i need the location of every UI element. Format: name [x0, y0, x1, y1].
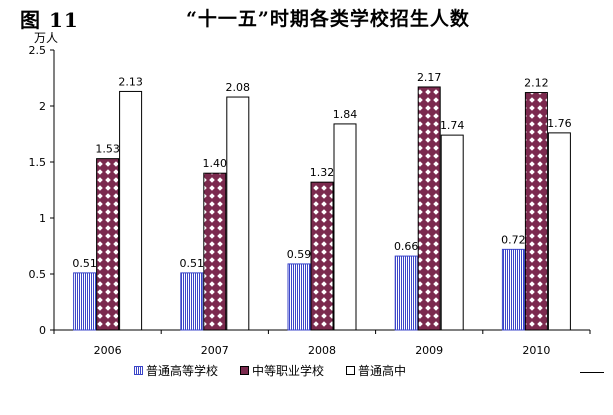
bar-high-school-2009	[440, 134, 464, 331]
bar-higher-ed-2009	[394, 255, 418, 331]
y-axis-unit-label: 万人	[34, 31, 58, 45]
data-label-vocational-2007: 1.40	[203, 157, 228, 170]
data-label-vocational-2008: 1.32	[310, 166, 335, 179]
y-tick-label: 2	[39, 100, 46, 113]
data-label-higher-ed-2009: 0.66	[394, 240, 419, 253]
bar-high-school-2010	[547, 132, 571, 331]
y-tick-label: 0.5	[29, 268, 47, 281]
y-tick-label: 1.5	[29, 156, 47, 169]
bar-higher-ed-2006	[73, 272, 97, 331]
legend-label-vocational: 中等职业学校	[252, 364, 325, 378]
legend-label-higher-ed: 普通高等学校	[146, 364, 219, 378]
data-label-higher-ed-2006: 0.51	[72, 257, 97, 270]
bar-vocational-2006	[96, 158, 120, 331]
data-label-higher-ed-2010: 0.72	[501, 233, 526, 246]
legend-swatch-vocational	[240, 366, 250, 375]
x-tick-label-2009: 2009	[415, 344, 443, 357]
bar-high-school-2006	[119, 90, 143, 331]
legend-swatch-high-school	[346, 366, 356, 375]
legend-item-high-school: 普通高中	[346, 362, 406, 379]
bar-vocational-2009	[417, 86, 441, 331]
bar-high-school-2007	[226, 96, 250, 331]
data-label-higher-ed-2007: 0.51	[180, 257, 205, 270]
data-label-high-school-2010: 1.76	[547, 117, 572, 130]
bar-higher-ed-2010	[501, 248, 525, 331]
bar-vocational-2008	[310, 181, 334, 331]
legend-item-higher-ed: 普通高等学校	[134, 362, 218, 379]
data-label-high-school-2007: 2.08	[226, 81, 251, 94]
data-label-vocational-2009: 2.17	[417, 71, 442, 84]
data-label-vocational-2010: 2.12	[524, 77, 549, 90]
y-tick-label: 0	[39, 324, 46, 337]
legend-label-high-school: 普通高中	[358, 364, 407, 378]
data-label-high-school-2006: 2.13	[118, 75, 143, 88]
x-tick-label-2010: 2010	[522, 344, 550, 357]
x-tick-label-2007: 2007	[201, 344, 229, 357]
bar-vocational-2010	[524, 92, 548, 331]
bar-higher-ed-2008	[287, 263, 311, 331]
bar-high-school-2008	[333, 123, 357, 331]
y-tick-label: 2.5	[29, 44, 47, 57]
data-label-high-school-2009: 1.74	[440, 119, 465, 132]
figure-label: 图 11	[20, 8, 79, 32]
chart-title: “十一五”时期各类学校招生人数	[186, 8, 470, 30]
data-label-vocational-2006: 1.53	[95, 143, 120, 156]
bar-higher-ed-2007	[180, 272, 204, 331]
legend-item-vocational: 中等职业学校	[240, 362, 324, 379]
data-label-high-school-2008: 1.84	[333, 108, 358, 121]
chart-legend: 普通高等学校 中等职业学校 普通高中	[134, 362, 428, 379]
data-label-higher-ed-2008: 0.59	[287, 248, 312, 261]
legend-swatch-higher-ed	[134, 366, 143, 375]
x-tick-label-2008: 2008	[308, 344, 336, 357]
corner-line	[580, 372, 604, 373]
bar-vocational-2007	[203, 172, 227, 331]
y-tick-label: 1	[39, 212, 46, 225]
x-tick-label-2006: 2006	[94, 344, 122, 357]
